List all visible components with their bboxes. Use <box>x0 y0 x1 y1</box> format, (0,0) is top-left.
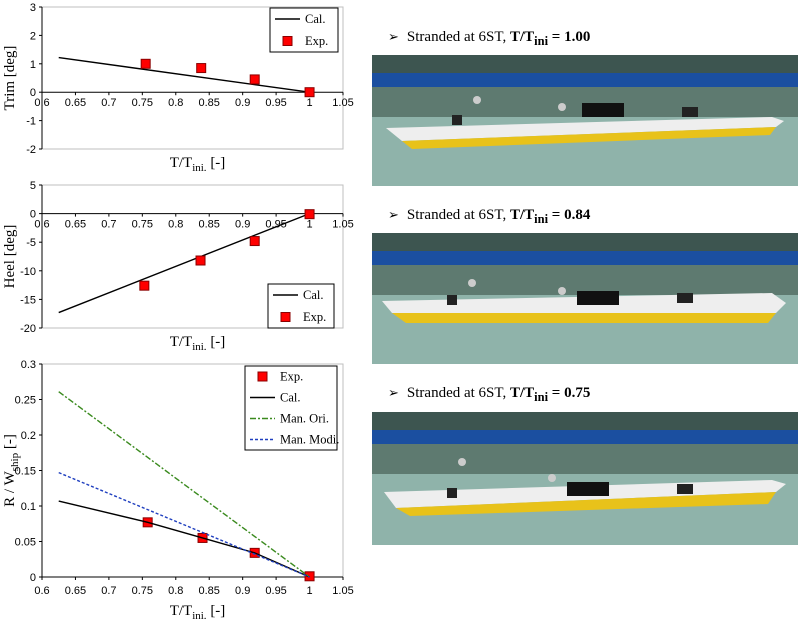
y-axis-title: Trim [deg] <box>2 46 18 111</box>
x-tick-label: 1 <box>306 585 312 597</box>
x-tick-label: 1 <box>306 219 312 231</box>
y-tick-label: 0.25 <box>15 395 36 407</box>
y-tick-label: -2 <box>26 144 36 156</box>
legend-marker <box>280 312 291 322</box>
x-tick-label: 0.9 <box>235 97 250 109</box>
exp-marker <box>249 74 260 85</box>
x-tick-label: 0.65 <box>65 97 86 109</box>
y-tick-label: -15 <box>20 294 36 306</box>
x-tick-label: 0.75 <box>132 585 153 597</box>
y-tick-label: 2 <box>30 30 36 42</box>
x-tick-label: 0.85 <box>199 219 220 231</box>
x-tick-label: 0.6 <box>34 585 49 597</box>
x-tick-label: 0.7 <box>101 97 116 109</box>
y-tick-label: 0 <box>30 209 36 221</box>
legend-marker <box>257 371 268 382</box>
chart-1: -2 -1 0 1 2 3 0.6 0.65 0.7 0.75 0.8 0.85 0.9 0.95 1 1.0… <box>2 2 354 174</box>
x-tick-label: 0.75 <box>132 219 153 231</box>
x-tick-label: 0.9 <box>235 585 250 597</box>
series-line-cal <box>58 212 310 314</box>
x-tick-label: 0.75 <box>132 97 153 109</box>
y-tick-label: 0 <box>30 87 36 99</box>
x-tick-label: 1 <box>306 97 312 109</box>
series-line-cal <box>58 56 310 93</box>
chart-2: -20 -15 -10 -5 0 5 0.6 0.65 0.7 0.75 0.8 0.85 0.9 0.9… <box>2 180 354 353</box>
y-tick-label: 0.15 <box>15 466 36 478</box>
series-line-manori <box>58 391 310 578</box>
x-tick-label: 0.8 <box>168 585 183 597</box>
x-axis-title: T/Tini. [-] <box>170 155 226 174</box>
arrow-bullet-icon: ➢ <box>388 207 399 222</box>
legend-label: Cal. <box>303 288 323 302</box>
y-tick-label: -1 <box>26 116 36 128</box>
legend-label: Exp. <box>303 310 326 324</box>
x-tick-label: 0.9 <box>235 219 250 231</box>
y-tick-label: 0.1 <box>21 501 36 513</box>
photo-caption-3: ➢ Stranded at 6ST, T/Tini = 0.75 <box>388 385 591 404</box>
series-line-manmodi <box>58 471 310 578</box>
y-tick-label: -5 <box>26 237 36 249</box>
y-tick-label: -20 <box>20 323 36 335</box>
y-tick-label: 3 <box>30 2 36 14</box>
y-axis-title: Heel [deg] <box>2 225 18 289</box>
x-tick-label: 0.65 <box>65 219 86 231</box>
x-tick-label: 0.95 <box>265 219 286 231</box>
exp-marker <box>139 280 150 291</box>
x-tick-label: 0.95 <box>265 97 286 109</box>
y-tick-label: 0.05 <box>15 537 36 549</box>
y-tick-label: 0.3 <box>21 359 36 371</box>
x-tick-label: 0.95 <box>265 585 286 597</box>
legend-label: Cal. <box>280 391 300 405</box>
exp-marker <box>249 236 260 247</box>
legend-label: Man. Ori. <box>280 412 329 426</box>
y-axis-title: R / Wship [-] <box>2 434 21 507</box>
legend-label: Cal. <box>305 12 325 26</box>
series-line-cal <box>58 500 310 578</box>
chart-3: 0 0.05 0.1 0.15 0.2 0.25 0.3 0.6 0.65 0.7 0.75 0.8 0… <box>2 359 354 622</box>
legend-box <box>269 7 339 53</box>
legend-label: Exp. <box>305 34 328 48</box>
x-tick-label: 1.05 <box>332 585 353 597</box>
photo-caption-2: ➢ Stranded at 6ST, T/Tini = 0.84 <box>388 207 591 226</box>
legend-label: Man. Modi. <box>280 433 339 447</box>
x-tick-label: 0.65 <box>65 585 86 597</box>
x-tick-label: 0.6 <box>34 97 49 109</box>
exp-marker <box>140 58 151 69</box>
photo-caption-1: ➢ Stranded at 6ST, T/Tini = 1.00 <box>388 29 591 48</box>
exp-marker <box>196 63 207 74</box>
x-tick-label: 0.85 <box>199 585 220 597</box>
y-tick-label: 0.2 <box>21 430 36 442</box>
exp-marker <box>195 255 206 266</box>
y-tick-label: 1 <box>30 59 36 71</box>
x-tick-label: 1.05 <box>332 97 353 109</box>
arrow-bullet-icon: ➢ <box>388 385 399 400</box>
legend-label: Exp. <box>280 370 303 384</box>
x-tick-label: 0.6 <box>34 219 49 231</box>
x-tick-label: 0.7 <box>101 219 116 231</box>
y-tick-label: -10 <box>20 266 36 278</box>
legend-box <box>267 283 335 329</box>
x-tick-label: 0.85 <box>199 97 220 109</box>
x-axis-title: T/Tini. [-] <box>170 334 226 353</box>
ship-photo-2 <box>372 233 798 364</box>
legend-box <box>244 365 338 451</box>
x-tick-label: 1.05 <box>332 219 353 231</box>
y-tick-label: 5 <box>30 180 36 192</box>
exp-marker <box>304 87 315 98</box>
arrow-bullet-icon: ➢ <box>388 29 399 44</box>
ship-photo-1 <box>372 55 798 186</box>
x-tick-label: 0.8 <box>168 219 183 231</box>
ship-photo-3 <box>372 412 798 545</box>
y-tick-label: 0 <box>30 572 36 584</box>
x-tick-label: 0.7 <box>101 585 116 597</box>
x-tick-label: 0.8 <box>168 97 183 109</box>
x-axis-title: T/Tini. [-] <box>170 603 226 622</box>
exp-marker <box>304 209 315 220</box>
legend-marker <box>282 36 293 46</box>
